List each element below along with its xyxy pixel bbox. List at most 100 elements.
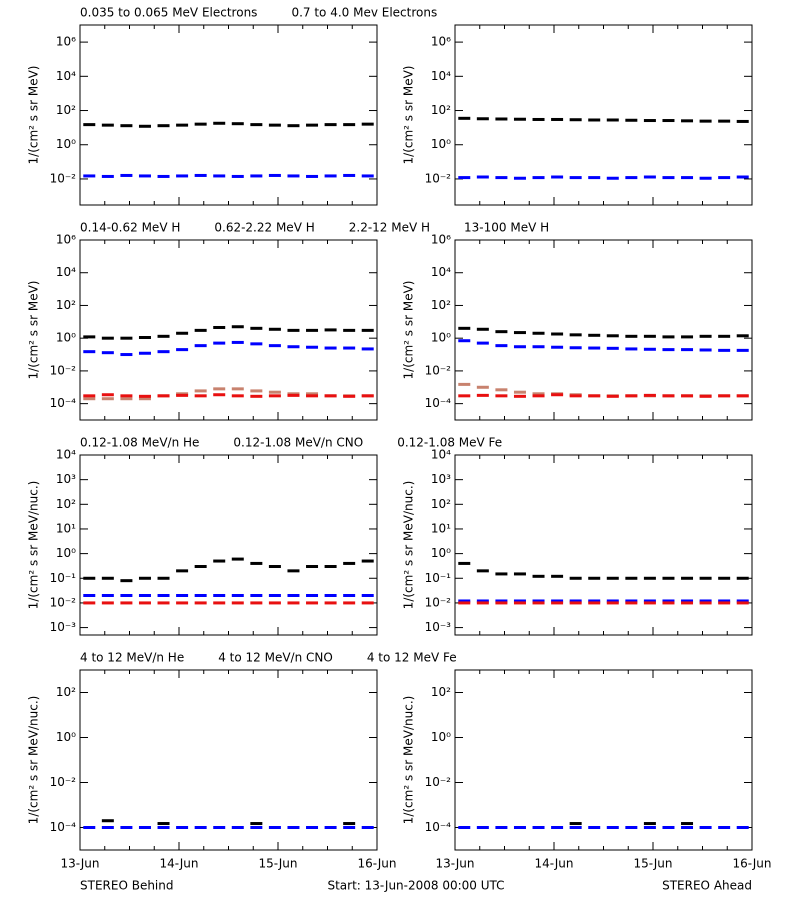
data-point (588, 599, 601, 603)
data-point (343, 328, 356, 332)
data-point (361, 601, 374, 605)
data-point (532, 345, 545, 349)
data-point (194, 394, 207, 398)
data-point (231, 340, 244, 344)
data-point (495, 826, 508, 829)
data-point (681, 176, 694, 180)
data-point (476, 117, 489, 121)
y-tick-label: 10⁻³ (425, 620, 452, 634)
data-point (250, 389, 263, 393)
y-tick-label: 10⁰ (431, 331, 451, 345)
y-tick-label: 10² (56, 103, 76, 117)
data-point (157, 601, 170, 605)
y-tick-label: 10⁻⁴ (425, 396, 452, 410)
data-point (213, 826, 226, 829)
data-point (194, 344, 207, 348)
data-point (569, 118, 582, 122)
plot-frame (79, 454, 378, 636)
data-point (343, 826, 356, 829)
data-point (495, 388, 508, 392)
data-point (606, 826, 619, 829)
data-point (343, 123, 356, 127)
y-tick-label: 10⁴ (431, 448, 451, 462)
y-tick-label: 10¹ (56, 521, 76, 535)
data-point (625, 347, 638, 351)
data-point (361, 826, 374, 829)
data-point (513, 572, 526, 576)
data-point (120, 336, 133, 340)
data-point (176, 123, 189, 127)
plot-frame (454, 239, 753, 421)
data-point (718, 576, 731, 580)
data-point (551, 601, 564, 605)
data-point (718, 176, 731, 180)
y-tick-label: 10⁴ (431, 69, 451, 83)
data-point (120, 173, 133, 177)
data-point (513, 345, 526, 349)
data-point (606, 394, 619, 398)
data-point (157, 594, 170, 598)
data-point (176, 601, 189, 605)
y-tick-label: 10³ (431, 472, 451, 486)
x-tick-label: 15-Jun (258, 857, 297, 871)
data-point (718, 348, 731, 352)
data-point (718, 601, 731, 605)
data-point (495, 117, 508, 121)
data-point (476, 599, 489, 603)
data-point (157, 394, 170, 398)
data-point (361, 594, 374, 598)
data-point (324, 394, 337, 398)
data-point (194, 328, 207, 332)
data-point (250, 561, 263, 565)
data-point (569, 822, 582, 826)
data-point (213, 121, 226, 125)
data-point (231, 601, 244, 605)
data-point (213, 387, 226, 391)
data-point (569, 576, 582, 580)
data-point (101, 174, 114, 178)
data-point (532, 117, 545, 121)
y-tick-label: 10⁰ (56, 730, 76, 744)
data-point (83, 123, 96, 127)
data-point (250, 174, 263, 178)
y-tick-label: 10¹ (431, 521, 451, 535)
data-point (268, 601, 281, 605)
data-point (662, 599, 675, 603)
y-tick-label: 10² (431, 685, 451, 699)
data-point (718, 334, 731, 338)
data-point (606, 601, 619, 605)
data-point (120, 394, 133, 398)
y-tick-label: 10⁻² (425, 171, 452, 185)
data-point (532, 601, 545, 605)
data-point (513, 394, 526, 398)
data-point (718, 599, 731, 603)
legend-entry: 13-100 MeV H (464, 221, 549, 235)
data-point (662, 176, 675, 180)
data-point (532, 331, 545, 335)
data-point (343, 822, 356, 826)
y-axis-label: 1/(cm² s sr MeV/nuc.) (27, 696, 41, 825)
data-point (588, 394, 601, 398)
data-point (588, 333, 601, 337)
y-axis-label: 1/(cm² s sr MeV) (27, 66, 41, 165)
x-tick-label: 14-Jun (534, 857, 573, 871)
y-tick-label: 10⁶ (56, 35, 76, 49)
data-point (101, 393, 114, 397)
data-point (176, 392, 189, 396)
data-point (287, 392, 300, 396)
y-tick-label: 10⁰ (431, 137, 451, 151)
data-point (138, 394, 151, 398)
y-tick-label: 10⁶ (431, 233, 451, 247)
data-point (662, 394, 675, 398)
data-point (625, 176, 638, 180)
data-point (736, 826, 749, 829)
y-tick-label: 10² (431, 497, 451, 511)
data-point (643, 822, 656, 826)
data-point (718, 119, 731, 123)
data-point (194, 122, 207, 126)
data-point (287, 345, 300, 349)
data-point (681, 394, 694, 398)
data-point (213, 174, 226, 178)
data-point (476, 327, 489, 331)
data-point (625, 334, 638, 338)
